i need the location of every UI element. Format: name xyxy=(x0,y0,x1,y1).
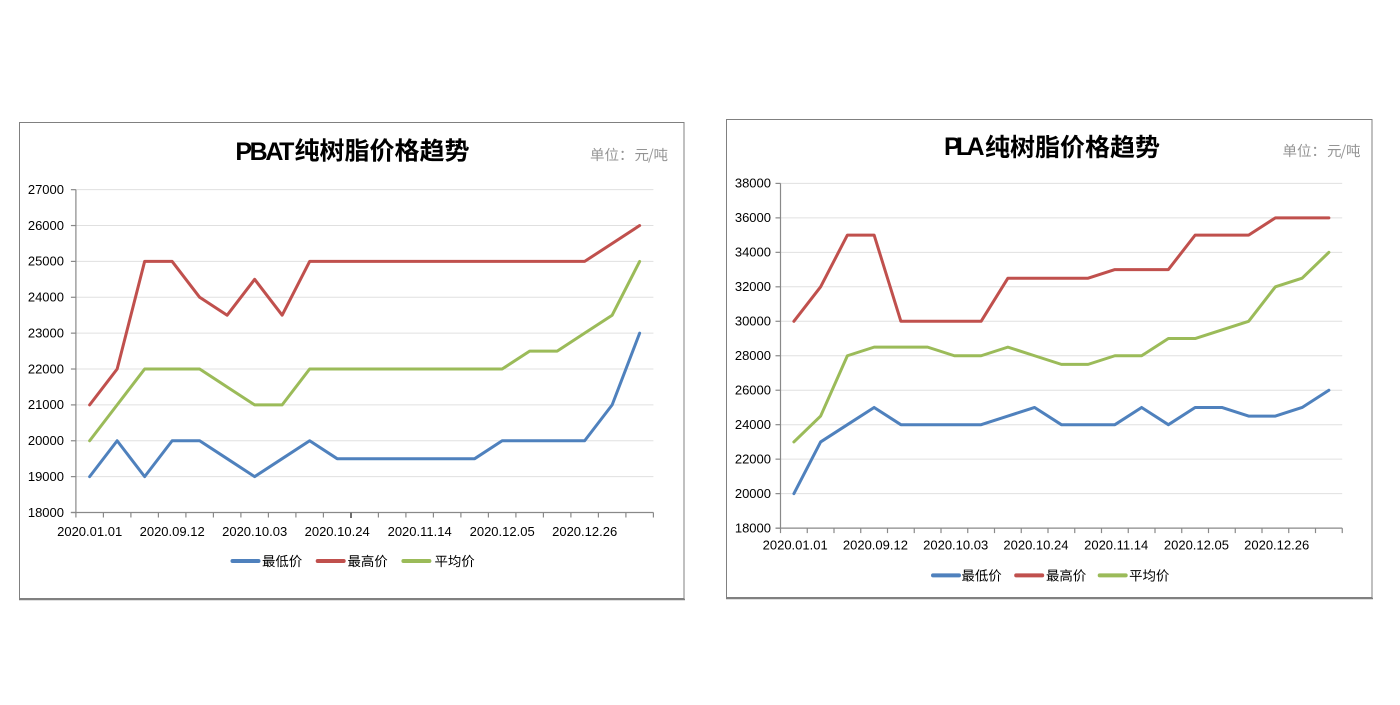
svg-text:18000: 18000 xyxy=(735,520,771,535)
svg-text:2020.10.03: 2020.10.03 xyxy=(923,538,988,553)
svg-text:22000: 22000 xyxy=(735,451,771,466)
svg-text:2020.11.14: 2020.11.14 xyxy=(388,524,452,539)
svg-text:20000: 20000 xyxy=(28,433,64,448)
svg-text:2020.12.26: 2020.12.26 xyxy=(1244,538,1309,553)
svg-text:2020.12.05: 2020.12.05 xyxy=(470,524,535,539)
svg-text:2020.10.03: 2020.10.03 xyxy=(222,524,287,539)
svg-text:2020.11.14: 2020.11.14 xyxy=(1084,538,1148,553)
svg-text:26000: 26000 xyxy=(735,383,771,398)
svg-text:30000: 30000 xyxy=(735,314,771,329)
svg-text:2020.01.01: 2020.01.01 xyxy=(763,538,828,553)
svg-text:20000: 20000 xyxy=(735,486,771,501)
svg-text:2020.09.12: 2020.09.12 xyxy=(140,524,205,539)
svg-text:2020.10.24: 2020.10.24 xyxy=(1003,538,1068,553)
svg-text:27000: 27000 xyxy=(28,182,64,197)
svg-text:26000: 26000 xyxy=(28,218,64,233)
svg-text:2020.09.12: 2020.09.12 xyxy=(843,538,908,553)
svg-text:PLA: PLA xyxy=(944,133,985,161)
svg-text:2020.12.05: 2020.12.05 xyxy=(1164,538,1229,553)
svg-text:38000: 38000 xyxy=(735,176,771,191)
svg-text:19000: 19000 xyxy=(28,469,64,484)
svg-text:22000: 22000 xyxy=(28,361,64,376)
svg-text:24000: 24000 xyxy=(735,417,771,432)
svg-text:25000: 25000 xyxy=(28,254,64,269)
svg-text:21000: 21000 xyxy=(28,397,64,412)
svg-text:34000: 34000 xyxy=(735,245,771,260)
svg-text:28000: 28000 xyxy=(735,348,771,363)
svg-text:PBAT: PBAT xyxy=(235,138,294,166)
svg-text:36000: 36000 xyxy=(735,210,771,225)
svg-text:2020.12.26: 2020.12.26 xyxy=(552,524,617,539)
svg-text:32000: 32000 xyxy=(735,279,771,294)
svg-text:24000: 24000 xyxy=(28,290,64,305)
svg-text:18000: 18000 xyxy=(28,505,64,520)
svg-text:2020.01.01: 2020.01.01 xyxy=(57,524,122,539)
svg-text:2020.10.24: 2020.10.24 xyxy=(305,524,370,539)
svg-text:23000: 23000 xyxy=(28,325,64,340)
